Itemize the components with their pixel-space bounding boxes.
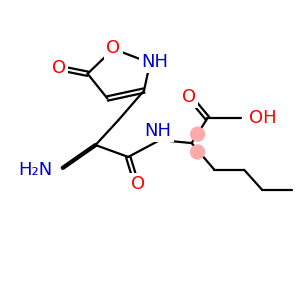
Text: O: O [182, 88, 196, 106]
Text: H₂N: H₂N [19, 161, 53, 179]
Text: NH: NH [142, 53, 169, 71]
Text: NH: NH [144, 122, 171, 140]
Circle shape [190, 145, 205, 159]
Text: O: O [131, 175, 145, 193]
Text: O: O [52, 59, 66, 77]
Text: O: O [106, 39, 120, 57]
Circle shape [190, 127, 205, 141]
Text: OH: OH [249, 109, 277, 127]
